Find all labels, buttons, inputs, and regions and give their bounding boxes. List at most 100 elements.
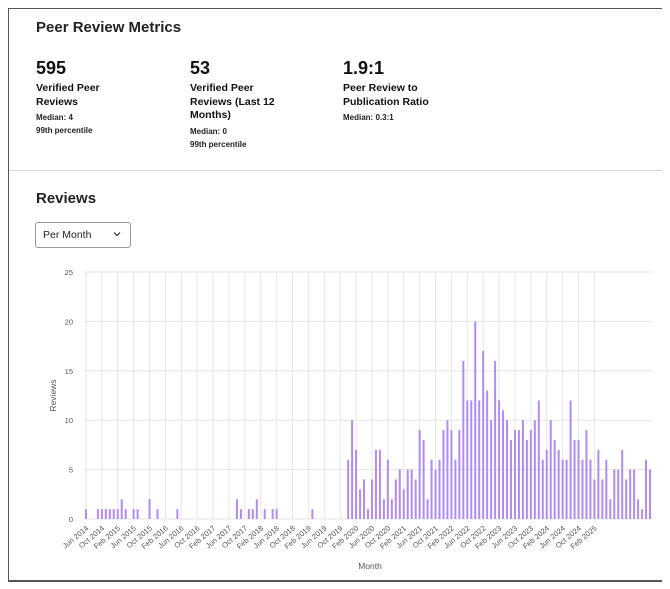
chart-bar — [509, 439, 512, 519]
chart-bar — [263, 509, 266, 519]
chart-bar — [454, 459, 457, 519]
metric-label: Peer Review to Publication Ratio — [343, 82, 429, 108]
chart-bar — [593, 479, 596, 519]
chart-bar — [382, 499, 385, 519]
chart-bar — [116, 509, 119, 519]
chart-bar — [617, 469, 620, 519]
chart-bar — [359, 489, 362, 519]
metric-median: Median: 4 — [36, 113, 73, 122]
chart-bar — [418, 430, 421, 519]
y-tick-label: 0 — [69, 515, 73, 524]
chart-bar — [450, 430, 453, 519]
chart-bar — [529, 430, 532, 519]
metric-median: Median: 0 — [190, 126, 227, 136]
y-tick-label: 25 — [65, 268, 73, 277]
chart-bar — [502, 410, 505, 519]
chart-bar — [537, 400, 540, 519]
period-select[interactable]: Per Month — [35, 222, 131, 248]
chart-bar — [434, 469, 437, 519]
chart-bar — [442, 430, 445, 519]
chart-bar — [414, 479, 417, 519]
chart-bar — [506, 420, 509, 519]
chart-bar — [84, 509, 87, 519]
chart-bar — [239, 509, 242, 519]
chart-bar — [557, 449, 560, 519]
chart-bar — [378, 449, 381, 519]
y-axis-title: Reviews — [48, 379, 58, 411]
metric-median: Median: 0.3:1 — [343, 113, 394, 122]
profile-panel — [8, 8, 662, 582]
chart-bar — [108, 509, 111, 519]
y-tick-label: 20 — [65, 317, 73, 326]
chevron-down-icon — [113, 232, 121, 237]
chart-bar — [112, 509, 115, 519]
chart-bar — [247, 509, 250, 519]
chart-bar — [597, 449, 600, 519]
chart-bar — [96, 509, 99, 519]
section-divider — [9, 170, 662, 171]
metric-label: Verified Peer Reviews (Last 12 Months) — [190, 82, 275, 121]
chart-bar — [124, 509, 127, 519]
chart-bar — [585, 430, 588, 519]
period-select-value: Per Month — [43, 229, 92, 241]
chart-bar — [474, 321, 477, 519]
y-tick-label: 5 — [69, 466, 73, 475]
chart-bar — [275, 509, 278, 519]
y-tick-label: 10 — [65, 416, 73, 425]
chart-bar — [136, 509, 139, 519]
chart-bar — [363, 479, 366, 519]
chart-bar — [235, 499, 238, 519]
chart-bar — [402, 489, 405, 519]
chart-bar — [446, 420, 449, 519]
chart-bar — [581, 459, 584, 519]
metric-value: 595 — [36, 58, 67, 78]
chart-bar — [394, 479, 397, 519]
metric-verified-reviews: 595 Verified Peer Reviews Median: 4 99th… — [36, 58, 176, 136]
chart-bar — [589, 459, 592, 519]
metric-value: 1.9:1 — [343, 58, 385, 78]
chart-bar — [406, 469, 409, 519]
chart-bar — [561, 459, 564, 519]
chart-bar — [176, 509, 179, 519]
chart-bar — [613, 469, 616, 519]
chart-bar — [370, 479, 373, 519]
chart-bar — [386, 459, 389, 519]
chart-bar — [533, 420, 536, 519]
chart-bar — [486, 390, 489, 519]
chart-bar — [251, 509, 254, 519]
chart-bar — [601, 479, 604, 519]
chart-bar — [645, 459, 648, 519]
chart-bar — [430, 459, 433, 519]
chart-bar — [466, 400, 469, 519]
chart-bar — [422, 439, 425, 519]
chart-bar — [410, 469, 413, 519]
chart-bar — [637, 499, 640, 519]
peer-review-metrics-title: Peer Review Metrics — [36, 19, 182, 36]
metric-percentile: 99th percentile — [36, 126, 93, 135]
chart-bar — [490, 420, 493, 519]
chart-bar — [629, 469, 632, 519]
chart-bar — [100, 509, 103, 519]
chart-bar — [462, 360, 465, 519]
chart-bar — [609, 499, 612, 519]
chart-bar — [565, 459, 568, 519]
chart-bar — [549, 420, 552, 519]
chart-bar — [120, 499, 123, 519]
chart-bar — [148, 499, 151, 519]
chart-bar — [351, 420, 354, 519]
metric-label: Verified Peer Reviews — [36, 82, 100, 108]
y-tick-label: 15 — [65, 367, 73, 376]
chart-bar — [521, 420, 524, 519]
chart-bar — [573, 439, 576, 519]
chart-bar — [625, 479, 628, 519]
chart-bar — [355, 449, 358, 519]
chart-bar — [132, 509, 135, 519]
x-axis-title: Month — [358, 561, 382, 571]
chart-bar — [390, 499, 393, 519]
chart-bar — [156, 509, 159, 519]
chart-bar — [367, 509, 369, 519]
chart-bar — [553, 439, 556, 519]
chart-bar — [478, 400, 481, 519]
chart-bar — [438, 459, 441, 519]
